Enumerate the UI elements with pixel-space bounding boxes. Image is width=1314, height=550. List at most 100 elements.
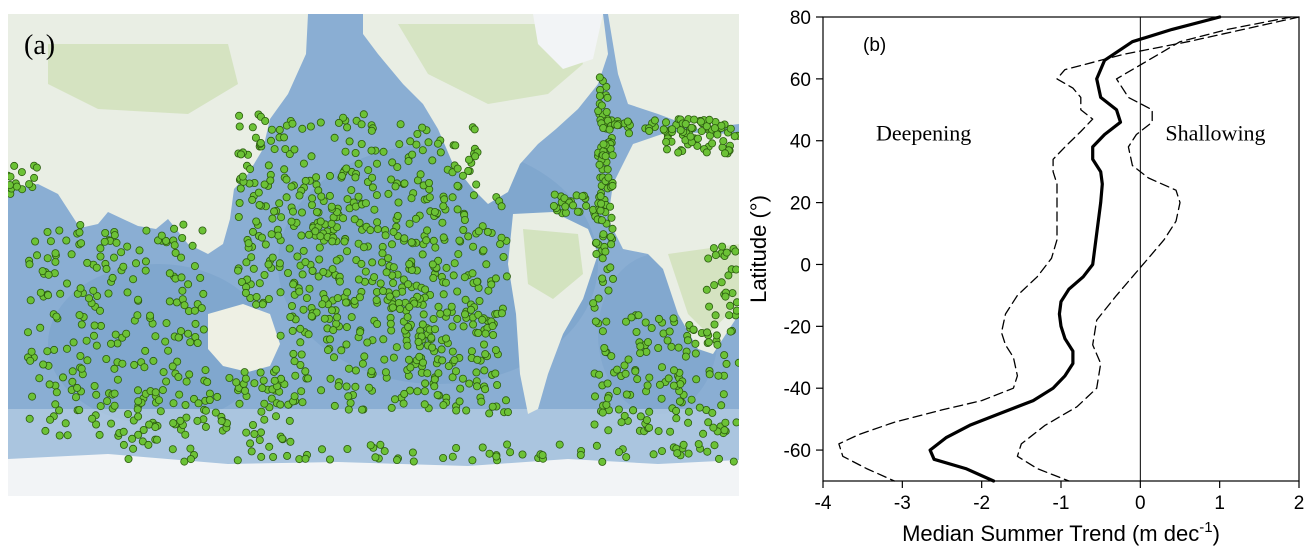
float-marker	[712, 331, 721, 340]
float-marker	[285, 416, 294, 425]
float-marker	[454, 250, 463, 259]
float-marker	[289, 280, 298, 289]
float-marker	[636, 342, 645, 351]
float-marker	[448, 193, 457, 202]
float-marker	[392, 343, 401, 352]
float-marker	[335, 277, 344, 286]
float-marker	[256, 139, 265, 148]
float-marker	[35, 374, 44, 383]
float-marker	[75, 405, 84, 414]
float-marker	[726, 301, 735, 310]
float-marker	[76, 220, 85, 229]
float-marker	[342, 247, 351, 256]
float-marker	[480, 366, 489, 375]
float-marker	[32, 251, 41, 260]
float-marker	[597, 101, 606, 110]
float-marker	[442, 263, 451, 272]
float-marker	[10, 161, 19, 170]
float-marker	[268, 253, 277, 262]
float-marker	[248, 123, 257, 132]
float-marker	[400, 389, 409, 398]
float-marker	[344, 364, 353, 373]
float-marker	[609, 274, 618, 283]
float-marker	[112, 238, 121, 247]
float-marker	[455, 397, 464, 406]
float-marker	[318, 300, 327, 309]
float-marker	[289, 349, 298, 358]
float-marker	[451, 367, 460, 376]
float-marker	[388, 158, 397, 167]
float-marker	[724, 271, 733, 280]
float-marker	[489, 330, 498, 339]
float-marker	[162, 377, 171, 386]
float-marker	[161, 337, 170, 346]
float-markers	[8, 73, 739, 466]
float-marker	[133, 405, 142, 414]
float-marker	[464, 166, 473, 175]
float-marker	[392, 455, 401, 464]
float-marker	[140, 363, 149, 372]
float-marker	[469, 320, 478, 329]
float-marker	[413, 130, 422, 139]
float-marker	[599, 140, 608, 149]
float-marker	[95, 430, 104, 439]
float-marker	[177, 273, 186, 282]
float-marker	[174, 372, 183, 381]
float-marker	[304, 330, 313, 339]
float-marker	[379, 147, 388, 156]
world-map	[8, 14, 739, 496]
float-marker	[595, 73, 604, 82]
float-marker	[188, 241, 197, 250]
float-marker	[255, 200, 264, 209]
float-marker	[598, 254, 607, 263]
float-marker	[367, 126, 376, 135]
float-marker	[728, 289, 737, 298]
float-marker	[373, 218, 382, 227]
float-marker	[88, 414, 97, 423]
float-marker	[425, 193, 434, 202]
float-marker	[277, 213, 286, 222]
float-marker	[151, 332, 160, 341]
float-marker	[453, 287, 462, 296]
float-marker	[201, 422, 210, 431]
float-marker	[291, 371, 300, 380]
float-marker	[636, 412, 645, 421]
float-marker	[162, 319, 171, 328]
float-marker	[473, 355, 482, 364]
float-marker	[704, 254, 713, 263]
float-marker	[343, 288, 352, 297]
float-marker	[190, 306, 199, 315]
float-marker	[729, 457, 738, 466]
float-marker	[279, 133, 288, 142]
float-marker	[271, 365, 280, 374]
float-marker	[297, 387, 306, 396]
float-marker	[346, 398, 355, 407]
float-marker	[361, 199, 370, 208]
float-marker	[634, 311, 643, 320]
float-marker	[620, 411, 629, 420]
float-marker	[124, 454, 133, 463]
float-marker	[110, 389, 119, 398]
float-marker	[344, 405, 353, 414]
float-marker	[376, 279, 385, 288]
float-marker	[256, 368, 265, 377]
float-marker	[710, 281, 719, 290]
float-marker	[344, 392, 353, 401]
float-marker	[110, 364, 119, 373]
float-marker	[297, 208, 306, 217]
float-marker	[406, 137, 415, 146]
float-marker	[709, 244, 718, 253]
float-marker	[389, 278, 398, 287]
float-marker	[170, 241, 179, 250]
float-marker	[431, 243, 440, 252]
float-marker	[92, 390, 101, 399]
float-marker	[379, 286, 388, 295]
float-marker	[471, 152, 480, 161]
float-marker	[275, 259, 284, 268]
float-marker	[254, 188, 263, 197]
float-marker	[643, 381, 652, 390]
float-marker	[662, 138, 671, 147]
float-marker	[32, 163, 41, 172]
float-marker	[732, 418, 739, 427]
float-marker	[308, 266, 317, 275]
